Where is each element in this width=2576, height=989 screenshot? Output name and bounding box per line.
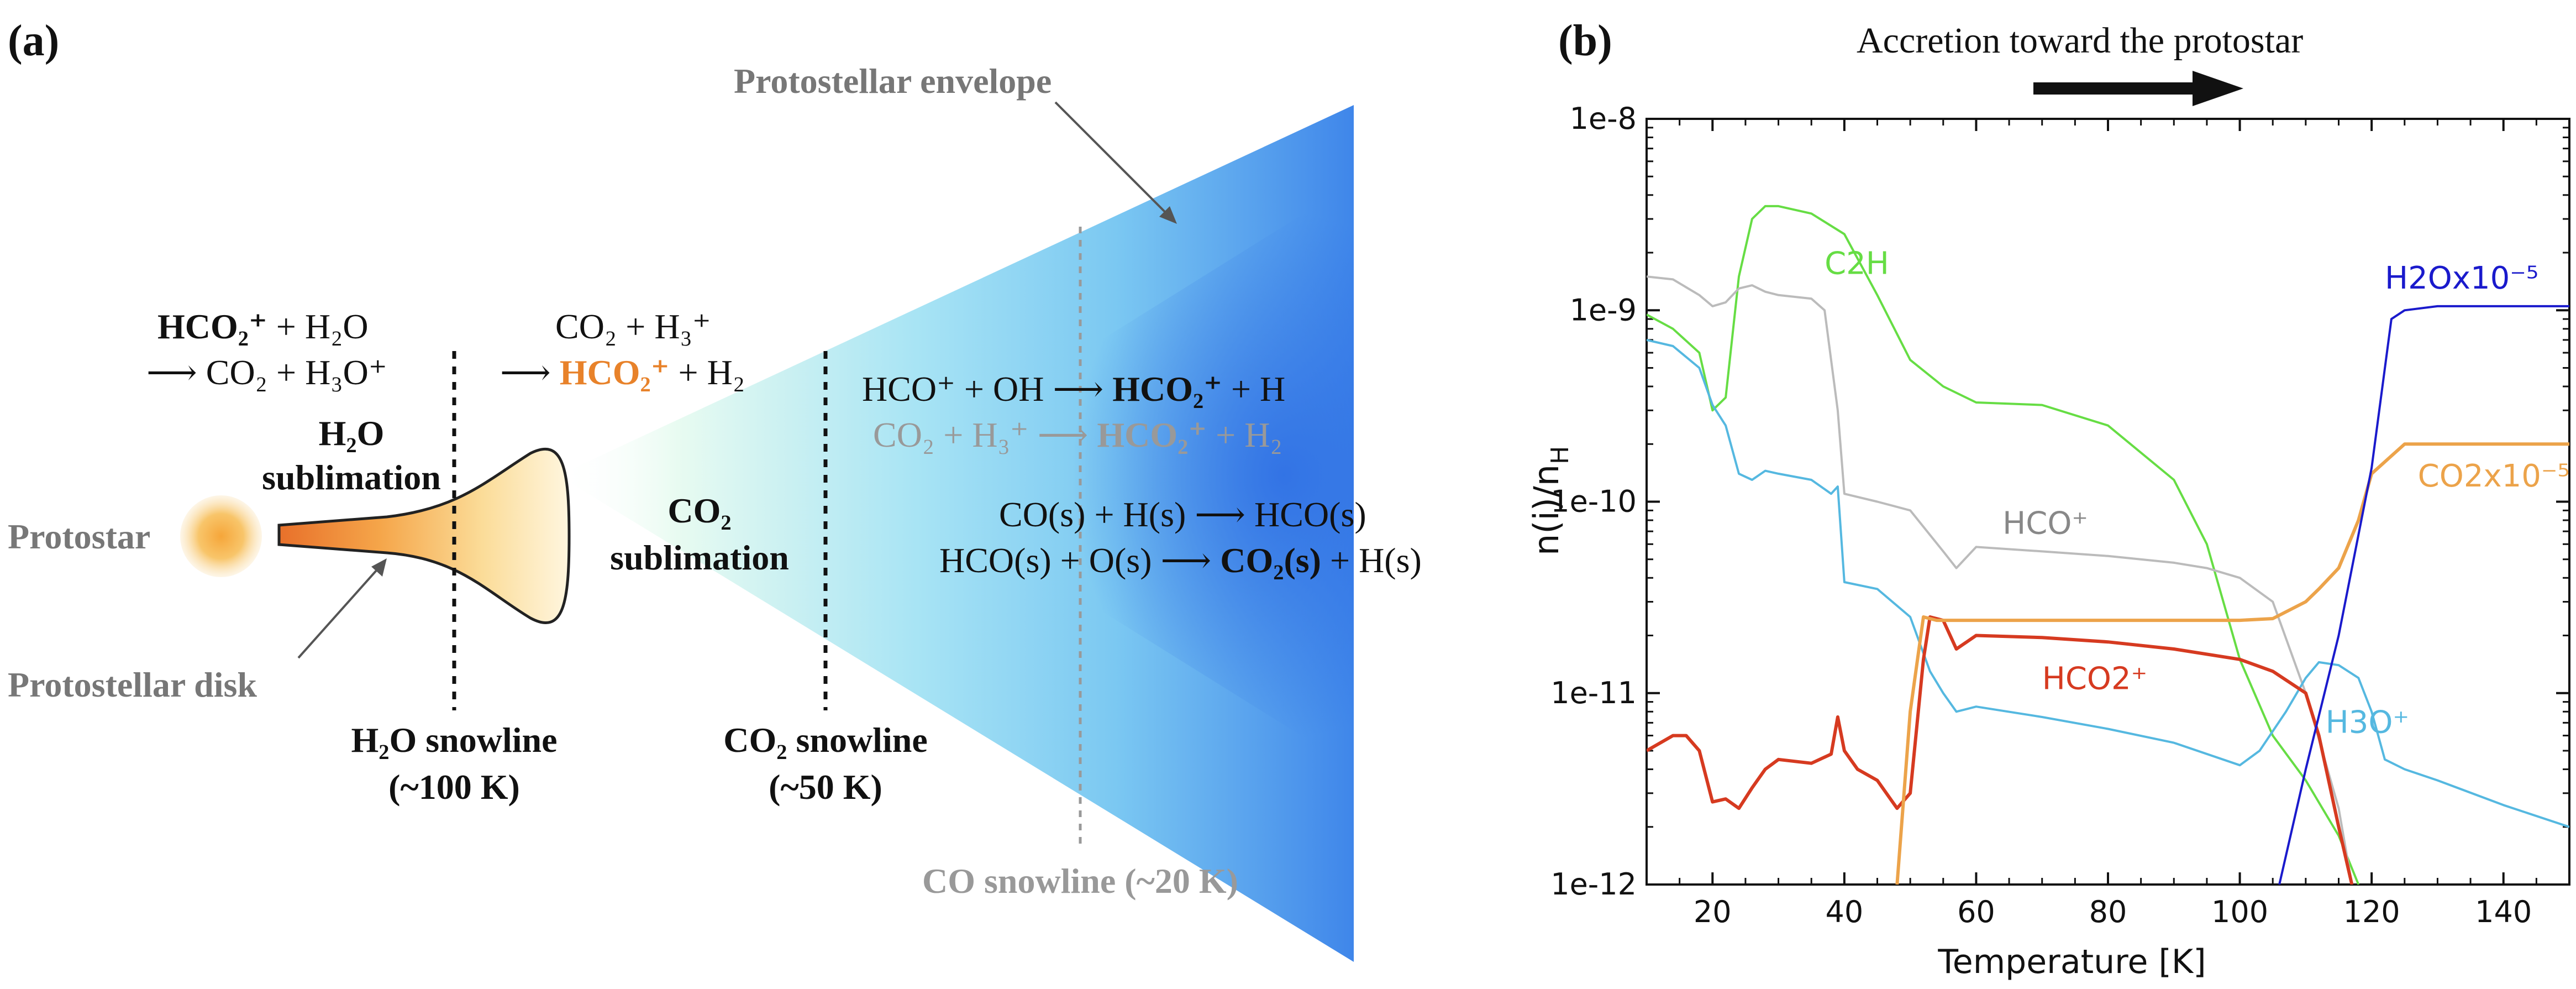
plot-frame <box>1646 118 2570 886</box>
panel-a-label: (a) <box>8 17 59 65</box>
reaction-5: CO(s) + H(s) ⟶ HCO(s) <box>999 495 1366 534</box>
reaction-1-line-2: ⟶ CO₂ + H₃O⁺ <box>146 353 387 392</box>
protostellar-disk-label: Protostellar disk <box>8 665 257 704</box>
series-line-hco <box>1647 275 2353 885</box>
series-label-hco2: HCO2⁺ <box>2042 661 2147 697</box>
protostellar-envelope-label: Protostellar envelope <box>734 61 1052 101</box>
panel-b: (b) Accretion toward the protostar n(i)/… <box>1526 17 2570 981</box>
protostellar-envelope-core <box>884 182 1354 768</box>
envelope-pointer-head <box>1159 206 1177 224</box>
x-tick-label: 120 <box>2343 894 2400 929</box>
reaction-3: HCO⁺ + OH ⟶ HCO₂⁺ + H <box>862 369 1285 409</box>
y-tick-label: 1e-11 <box>1550 676 1637 710</box>
disk-pointer-arrow <box>297 564 382 659</box>
h2o-sublimation-label-1: H₂O <box>319 414 385 453</box>
x-tick-label: 80 <box>2089 894 2127 929</box>
reaction-2-line-2: ⟶ HCO₂⁺ + H₂ <box>500 353 745 392</box>
x-tick-label: 20 <box>1694 894 1732 929</box>
series-line-co2x105 <box>1895 442 2569 885</box>
co2-snowline-label-1: CO₂ snowline <box>723 720 927 760</box>
reaction-2-line-1: CO₂ + H₃⁺ <box>555 307 711 346</box>
series-label-co2: CO2x10⁻⁵ <box>2418 458 2570 494</box>
y-tick-label: 1e-8 <box>1570 101 1637 136</box>
h2o-sublimation-label-2: sublimation <box>262 458 441 497</box>
x-tick-label: 100 <box>2211 894 2268 929</box>
co2-snowline-label-2: (~50 K) <box>769 767 882 807</box>
x-tick-label: 60 <box>1957 894 1995 929</box>
y-tick-label: 1e-12 <box>1550 867 1637 902</box>
h2o-snowline-label-1: H₂O snowline <box>351 720 557 760</box>
protostellar-disk-shape <box>277 447 571 624</box>
disk-pointer-head <box>371 558 387 577</box>
series-label-h2o: H2Ox10⁻⁵ <box>2385 260 2538 296</box>
reaction-1-line-1: HCO₂⁺ + H₂O <box>157 307 369 346</box>
series-label-hco: HCO⁺ <box>2002 505 2088 541</box>
panel-a: (a) Protostellar envelope Protostar Prot… <box>8 17 1422 962</box>
accretion-arrow-text: Accretion toward the protostar <box>1857 20 2303 61</box>
co-snowline-label: CO snowline (~20 K) <box>922 861 1238 901</box>
reaction-4: CO₂ + H₃⁺ ⟶ HCO₂⁺ + H₂ <box>873 415 1282 454</box>
series-line-h2ox105 <box>2278 305 2569 885</box>
protostar-circle <box>180 495 262 577</box>
protostar-label: Protostar <box>8 517 150 556</box>
x-tick-label: 140 <box>2475 894 2532 929</box>
y-tick-label: 1e-9 <box>1570 292 1637 327</box>
panel-b-label: (b) <box>1558 17 1612 65</box>
series-line-hco2 <box>1647 615 2354 885</box>
envelope-pointer-arrow <box>1054 101 1173 219</box>
x-axis-label: Temperature [K] <box>1937 943 2206 981</box>
x-tick-label: 40 <box>1825 894 1863 929</box>
co2-sublimation-label-2: sublimation <box>610 538 789 577</box>
accretion-arrow-head <box>2193 71 2243 106</box>
h2o-snowline-label-2: (~100 K) <box>388 767 520 807</box>
y-tick-label: 1e-10 <box>1550 484 1637 519</box>
co2-sublimation-label-1: CO₂ <box>667 491 731 530</box>
series-label-h3o: H3O⁺ <box>2326 705 2409 741</box>
series-line-c2h <box>1647 205 2360 885</box>
series-label-c2h: C2H <box>1825 245 1889 281</box>
plot-area: 20 40 60 80 100 120 140 1e-8 1e-9 1e-10 1e-11 1e-12… <box>1550 101 2570 929</box>
y-axis-label: n(i)/nH <box>1526 446 1574 556</box>
reaction-6: HCO(s) + O(s) ⟶ CO₂(s) + H(s) <box>939 541 1422 580</box>
series-line-h3o <box>1647 338 2569 828</box>
